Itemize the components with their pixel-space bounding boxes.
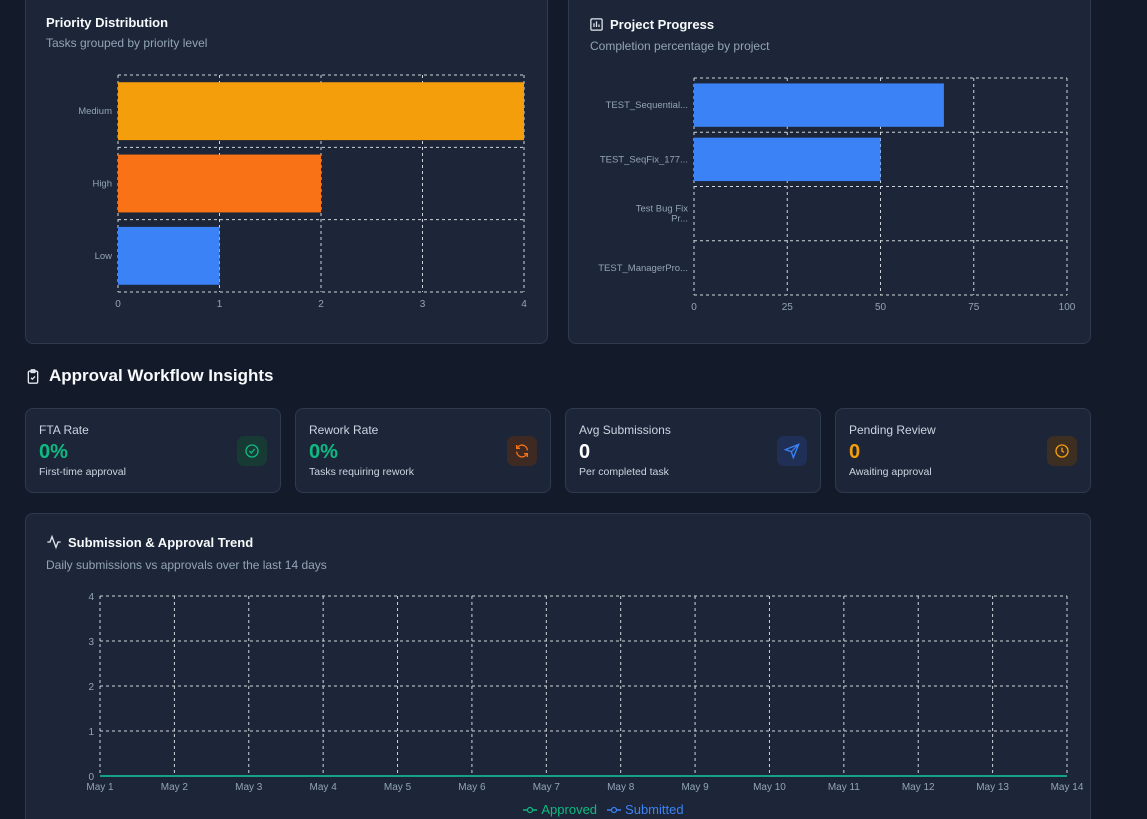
stat-card-pending-review: Pending Review 0 Awaiting approval <box>835 408 1091 493</box>
x-tick-label: 1 <box>217 299 223 310</box>
stat-label: Avg Submissions <box>579 423 671 437</box>
trend-legend: Approved Submitted <box>0 802 1147 817</box>
submission-trend-title-text: Submission & Approval Trend <box>68 534 254 550</box>
stat-label: Rework Rate <box>309 423 379 437</box>
category-label: Low <box>95 251 113 262</box>
x-tick-label: 0 <box>691 302 697 313</box>
project-progress-title: Project Progress <box>589 17 714 32</box>
priority-distribution-chart: 0 1 2 3 4 Medium High Low <box>78 74 527 310</box>
category-label: TEST_SeqFix_177... <box>600 154 688 165</box>
chart-bar-icon <box>590 18 603 31</box>
category-label: TEST_Sequential... <box>606 100 688 111</box>
send-icon <box>777 436 807 466</box>
x-tick-label: 0 <box>115 299 121 310</box>
priority-distribution-card: Priority Distribution Tasks grouped by p… <box>25 0 548 344</box>
bar <box>118 154 321 213</box>
bar <box>118 82 524 141</box>
x-tick-label: 4 <box>521 299 527 310</box>
submission-trend-card: Submission & Approval Trend Daily submis… <box>25 513 1091 819</box>
stat-note: First-time approval <box>39 466 126 478</box>
project-progress-chart: 0 25 50 75 100 TEST_Sequential... TEST_SeqFix_… <box>598 77 1076 313</box>
category-label: High <box>92 179 112 190</box>
x-tick-label: 3 <box>420 299 426 310</box>
priority-distribution-subtitle: Tasks grouped by priority level <box>46 36 208 50</box>
stat-card-avg-submissions: Avg Submissions 0 Per completed task <box>565 408 821 493</box>
category-label: Medium <box>78 106 112 117</box>
submission-trend-subtitle: Daily submissions vs approvals over the … <box>46 558 327 572</box>
bar <box>118 226 220 285</box>
stat-value: 0 <box>579 441 591 463</box>
stat-card-fta-rate: FTA Rate 0% First-time approval <box>25 408 281 493</box>
x-tick-label: 2 <box>318 299 324 310</box>
x-tick-label: 100 <box>1059 302 1076 313</box>
stat-note: Per completed task <box>579 466 669 478</box>
legend-approved[interactable]: Approved <box>523 802 597 817</box>
stat-value: 0 <box>849 441 861 463</box>
activity-icon <box>47 534 61 550</box>
project-progress-card: Project Progress Completion percentage b… <box>568 0 1091 344</box>
stat-note: Tasks requiring rework <box>309 466 415 478</box>
x-tick-label: 75 <box>968 302 980 313</box>
clipboard-check-icon <box>27 368 39 384</box>
stat-note: Awaiting approval <box>849 466 932 478</box>
bar <box>694 137 881 182</box>
approval-section-title: Approval Workflow Insights <box>25 366 273 386</box>
approval-section-title-text: Approval Workflow Insights <box>49 366 274 385</box>
legend-submitted-marker <box>607 806 622 813</box>
refresh-icon <box>507 436 537 466</box>
project-progress-subtitle: Completion percentage by project <box>590 39 770 53</box>
check-circle-icon <box>237 436 267 466</box>
x-tick-label: 50 <box>875 302 887 313</box>
category-label: Test Bug Fix Pr... <box>636 204 689 225</box>
submission-trend-title: Submission & Approval Trend <box>46 534 253 550</box>
stat-label: FTA Rate <box>39 423 89 437</box>
category-label: TEST_ManagerPro... <box>598 263 688 274</box>
project-progress-title-text: Project Progress <box>610 17 715 32</box>
bar <box>694 83 944 127</box>
x-tick-label: 25 <box>782 302 794 313</box>
stat-label: Pending Review <box>849 423 936 437</box>
legend-approved-label: Approved <box>541 802 598 817</box>
legend-approved-marker <box>523 806 538 813</box>
priority-distribution-title: Priority Distribution <box>46 15 169 30</box>
stat-value: 0% <box>309 441 338 463</box>
stat-card-rework-rate: Rework Rate 0% Tasks requiring rework <box>295 408 551 493</box>
stat-value: 0% <box>39 441 68 463</box>
legend-submitted-label: Submitted <box>625 802 684 817</box>
legend-submitted[interactable]: Submitted <box>607 802 684 817</box>
clock-icon <box>1047 436 1077 466</box>
